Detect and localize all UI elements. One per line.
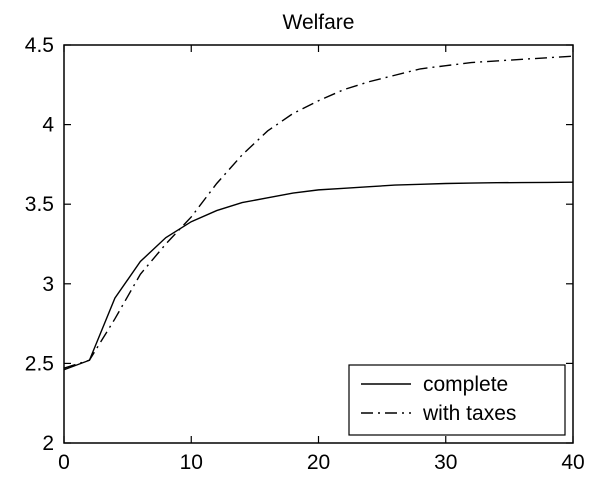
y-tick-label: 4 [42,114,54,137]
ticks-layer: 0 10 20 30 40 2 2.5 3 3.5 4 4.5 [25,34,585,474]
lines-layer [63,55,574,371]
series-line-with-taxes [63,55,574,369]
legend-label-with-taxes: with taxes [422,402,516,425]
y-tick-label: 3 [42,273,54,296]
y-tick-label: 2.5 [25,352,54,375]
y-tick-label: 4.5 [25,34,54,57]
x-tick-label: 10 [180,451,203,474]
x-tick-label: 20 [307,451,330,474]
x-tick-label: 0 [58,451,70,474]
legend-box [348,364,566,436]
y-tick-label: 3.5 [25,193,54,216]
y-tick-label: 2 [42,432,54,455]
x-tick-label: 30 [434,451,457,474]
x-tick-label: 40 [561,451,584,474]
legend-label-complete: complete [423,373,508,396]
series-line-complete [63,181,574,371]
legend: complete with taxes [348,364,566,436]
chart-title: Welfare [283,11,355,34]
